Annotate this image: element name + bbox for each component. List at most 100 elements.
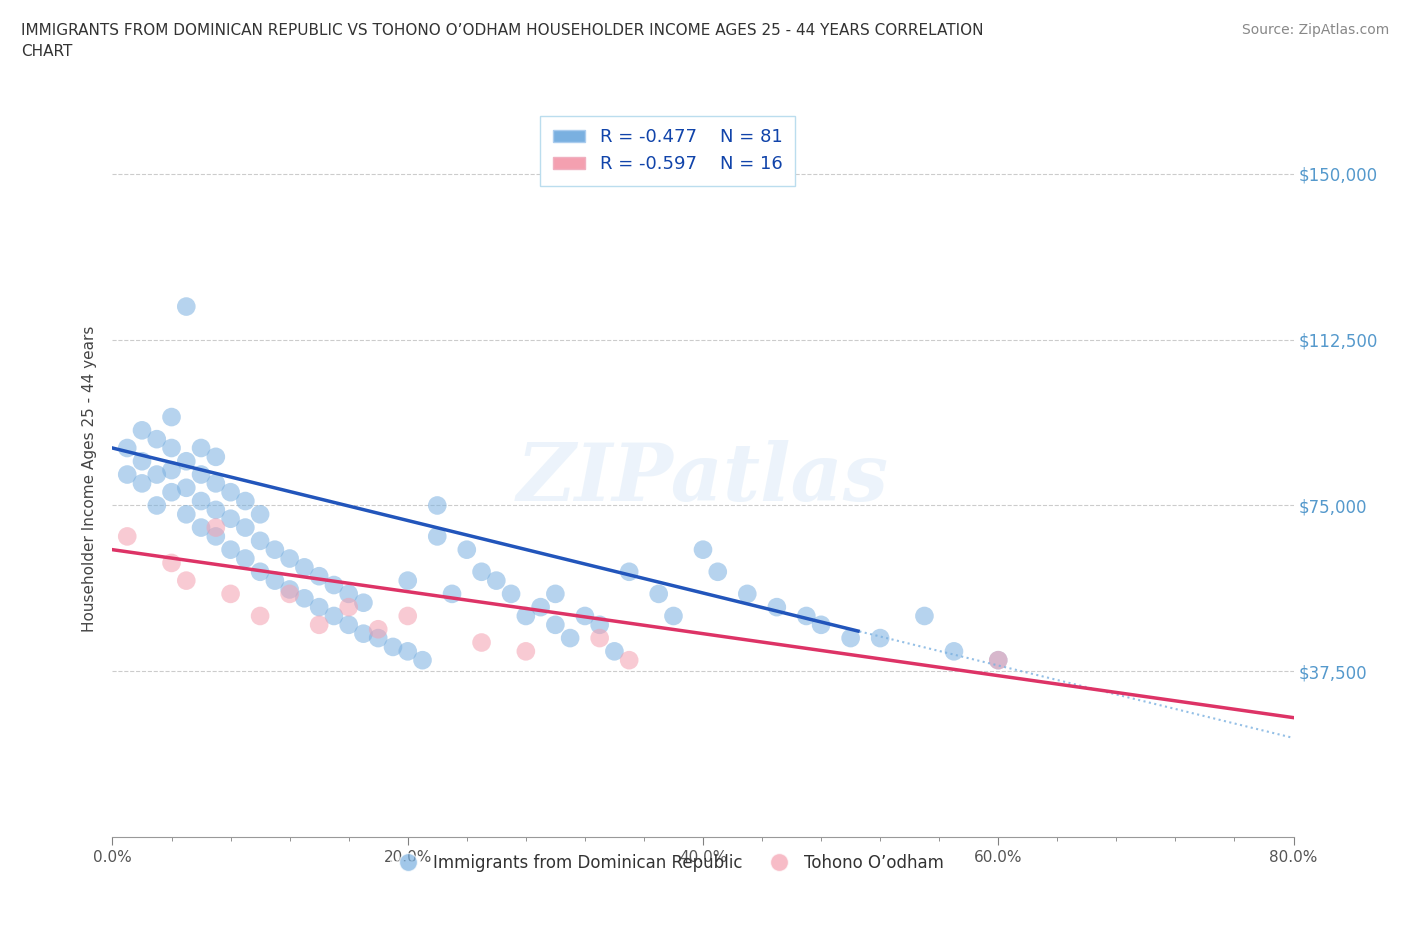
- Point: [146, 467, 169, 482]
- Point: [219, 512, 242, 526]
- Point: [588, 631, 610, 645]
- Point: [544, 587, 567, 602]
- Point: [544, 618, 567, 632]
- Point: [146, 498, 169, 513]
- Point: [205, 502, 228, 517]
- Point: [737, 587, 759, 602]
- Point: [205, 449, 228, 464]
- Point: [249, 534, 271, 549]
- Point: [337, 587, 360, 602]
- Point: [619, 653, 641, 668]
- Point: [219, 587, 242, 602]
- Point: [692, 542, 714, 557]
- Point: [219, 485, 242, 499]
- Point: [619, 565, 641, 579]
- Point: [470, 635, 494, 650]
- Point: [160, 441, 183, 456]
- Point: [396, 644, 419, 658]
- Point: [411, 653, 433, 668]
- Point: [233, 520, 256, 535]
- Point: [323, 578, 346, 592]
- Point: [426, 529, 449, 544]
- Point: [515, 644, 537, 658]
- Text: ZIPatlas: ZIPatlas: [517, 440, 889, 518]
- Point: [160, 555, 183, 570]
- Point: [205, 476, 228, 491]
- Point: [190, 494, 212, 509]
- Point: [987, 653, 1010, 668]
- Point: [174, 454, 197, 469]
- Point: [706, 565, 728, 579]
- Point: [160, 462, 183, 477]
- Point: [308, 618, 330, 632]
- Point: [396, 573, 419, 588]
- Point: [292, 591, 315, 605]
- Text: Source: ZipAtlas.com: Source: ZipAtlas.com: [1241, 23, 1389, 37]
- Point: [337, 618, 360, 632]
- Point: [470, 565, 494, 579]
- Point: [337, 600, 360, 615]
- Point: [441, 587, 464, 602]
- Point: [131, 423, 153, 438]
- Point: [485, 573, 508, 588]
- Point: [117, 467, 138, 482]
- Point: [205, 520, 228, 535]
- Point: [249, 565, 271, 579]
- Point: [352, 595, 374, 610]
- Point: [160, 409, 183, 424]
- Point: [160, 485, 183, 499]
- Point: [647, 587, 671, 602]
- Point: [603, 644, 626, 658]
- Point: [426, 498, 449, 513]
- Point: [308, 569, 330, 584]
- Point: [292, 560, 315, 575]
- Point: [117, 529, 138, 544]
- Point: [131, 476, 153, 491]
- Y-axis label: Householder Income Ages 25 - 44 years: Householder Income Ages 25 - 44 years: [82, 326, 97, 632]
- Text: IMMIGRANTS FROM DOMINICAN REPUBLIC VS TOHONO O’ODHAM HOUSEHOLDER INCOME AGES 25 : IMMIGRANTS FROM DOMINICAN REPUBLIC VS TO…: [21, 23, 984, 60]
- Point: [264, 573, 287, 588]
- Legend: Immigrants from Dominican Republic, Tohono O’odham: Immigrants from Dominican Republic, Toho…: [385, 847, 950, 879]
- Point: [796, 608, 818, 623]
- Point: [174, 573, 197, 588]
- Point: [766, 600, 789, 615]
- Point: [662, 608, 685, 623]
- Point: [942, 644, 965, 658]
- Point: [249, 608, 271, 623]
- Point: [308, 600, 330, 615]
- Point: [174, 481, 197, 496]
- Point: [117, 441, 138, 456]
- Point: [131, 454, 153, 469]
- Point: [278, 551, 301, 566]
- Point: [839, 631, 862, 645]
- Point: [190, 441, 212, 456]
- Point: [574, 608, 596, 623]
- Point: [456, 542, 478, 557]
- Point: [382, 640, 405, 655]
- Point: [352, 626, 374, 641]
- Point: [914, 608, 936, 623]
- Point: [174, 507, 197, 522]
- Point: [810, 618, 832, 632]
- Point: [219, 542, 242, 557]
- Point: [190, 520, 212, 535]
- Point: [174, 299, 197, 314]
- Point: [588, 618, 610, 632]
- Point: [987, 653, 1010, 668]
- Point: [278, 582, 301, 597]
- Point: [558, 631, 582, 645]
- Point: [190, 467, 212, 482]
- Point: [515, 608, 537, 623]
- Point: [249, 507, 271, 522]
- Point: [264, 542, 287, 557]
- Point: [233, 494, 256, 509]
- Point: [323, 608, 346, 623]
- Point: [278, 587, 301, 602]
- Point: [529, 600, 551, 615]
- Point: [396, 608, 419, 623]
- Point: [146, 432, 169, 446]
- Point: [501, 587, 523, 602]
- Point: [367, 631, 389, 645]
- Point: [205, 529, 228, 544]
- Point: [367, 622, 389, 637]
